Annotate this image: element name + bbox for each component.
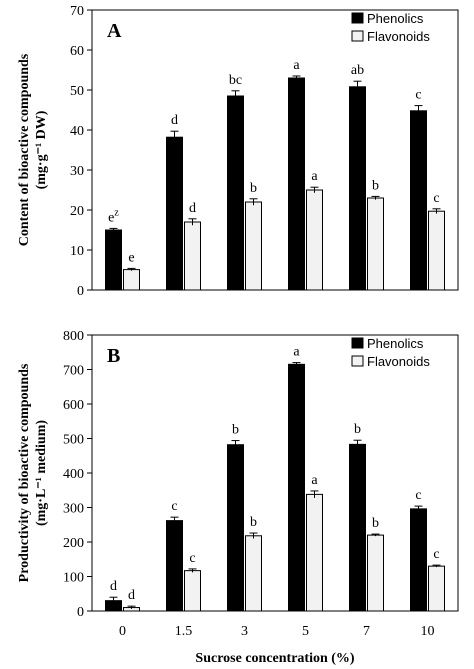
legend-label-phenolics: Phenolics [367, 336, 424, 351]
panel-label: B [107, 345, 120, 367]
significance-letter: bc [229, 73, 242, 88]
legend-label-flavonoids: Flavonoids [367, 29, 430, 44]
x-axis-label: Sucrose concentration (%) [195, 651, 354, 666]
y-tick-label: 40 [70, 124, 84, 139]
x-tick-label: 7 [363, 624, 370, 639]
bar-phenolics [227, 95, 244, 291]
legend-swatch-phenolics [351, 337, 364, 349]
y-tick-label: 50 [70, 84, 84, 99]
y-axis-label: Content of bioactive compounds (mg·g⁻¹ DW… [17, 53, 49, 246]
x-tick-label: 0 [119, 624, 126, 639]
y-tick-label: 30 [70, 164, 84, 179]
y-tick-label: 20 [70, 204, 84, 219]
y-tick-label: 100 [63, 571, 84, 586]
plot-frame [91, 9, 459, 291]
significance-letter: b [354, 422, 361, 437]
y-tick-label: 10 [70, 244, 84, 259]
bar-flavonoids [123, 269, 140, 291]
x-tick-label: 1.5 [175, 624, 193, 639]
y-tick-label: 0 [77, 605, 84, 620]
y-tick-label: 800 [63, 329, 84, 344]
significance-letter: a [293, 345, 300, 360]
significance-letter: b [250, 181, 257, 196]
legend-swatch-flavonoids [351, 355, 364, 367]
legend-label-phenolics: Phenolics [367, 11, 424, 26]
bar-flavonoids [245, 201, 262, 291]
x-tick-label: 10 [421, 624, 435, 639]
y-tick-label: 400 [63, 467, 84, 482]
bar-phenolics [410, 110, 427, 291]
y-tick-label: 600 [63, 398, 84, 413]
bar-flavonoids [245, 535, 262, 612]
significance-letter: b [372, 516, 379, 531]
y-tick-label: 70 [70, 4, 84, 19]
bar-flavonoids [428, 565, 445, 612]
bar-phenolics [288, 363, 305, 612]
y-tick-label: 60 [70, 44, 84, 59]
significance-letter: c [415, 88, 421, 103]
y-tick-label: 500 [63, 433, 84, 448]
y-tick-label: 200 [63, 536, 84, 551]
plot-frame [91, 334, 459, 612]
bar-flavonoids [184, 221, 201, 291]
bar-phenolics [166, 136, 183, 291]
legend-swatch-flavonoids [351, 30, 364, 42]
x-tick-label: 3 [241, 624, 248, 639]
significance-letter: c [171, 499, 177, 514]
y-tick-label: 0 [77, 284, 84, 299]
significance-letter: c [433, 547, 439, 562]
significance-letter: a [293, 58, 300, 73]
significance-letter: a [311, 473, 318, 488]
significance-letter: b [372, 178, 379, 193]
bar-flavonoids [367, 534, 384, 612]
significance-letter: b [250, 515, 257, 530]
significance-letter: d [110, 579, 117, 594]
bar-flavonoids [306, 493, 323, 612]
bar-phenolics [410, 508, 427, 612]
significance-letter: d [189, 201, 196, 216]
y-tick-label: 700 [63, 364, 84, 379]
bar-phenolics [105, 229, 122, 291]
bar-flavonoids [367, 197, 384, 291]
y-axis-label: Productivity of bioactive compounds (mg·L… [17, 363, 49, 582]
superscript-z: z [114, 207, 119, 218]
significance-letter: a [311, 169, 318, 184]
significance-letter: c [415, 488, 421, 503]
bar-phenolics [288, 77, 305, 291]
bar-flavonoids [306, 189, 323, 291]
significance-letter: c [189, 551, 195, 566]
legend-swatch-phenolics [351, 12, 364, 24]
panel-label: A [107, 20, 122, 42]
significance-letter: b [232, 423, 239, 438]
significance-letter: ab [351, 63, 364, 78]
bar-phenolics [349, 86, 366, 291]
significance-letter: c [433, 191, 439, 206]
significance-letter: d [171, 113, 178, 128]
y-tick-label: 300 [63, 502, 84, 517]
x-tick-label: 5 [302, 624, 309, 639]
bar-phenolics [349, 443, 366, 612]
significance-letter: e [128, 250, 134, 265]
chart-panel-a: 0 10 20 30 40 50 60 70 Content of bioactive comp… [17, 4, 459, 299]
bar-flavonoids [184, 570, 201, 612]
bar-flavonoids [428, 210, 445, 291]
bar-phenolics [166, 520, 183, 612]
significance-letter: d [128, 588, 135, 603]
bar-phenolics [227, 444, 244, 612]
significance-letter: ez [108, 207, 119, 225]
legend-label-flavonoids: Flavonoids [367, 354, 430, 369]
